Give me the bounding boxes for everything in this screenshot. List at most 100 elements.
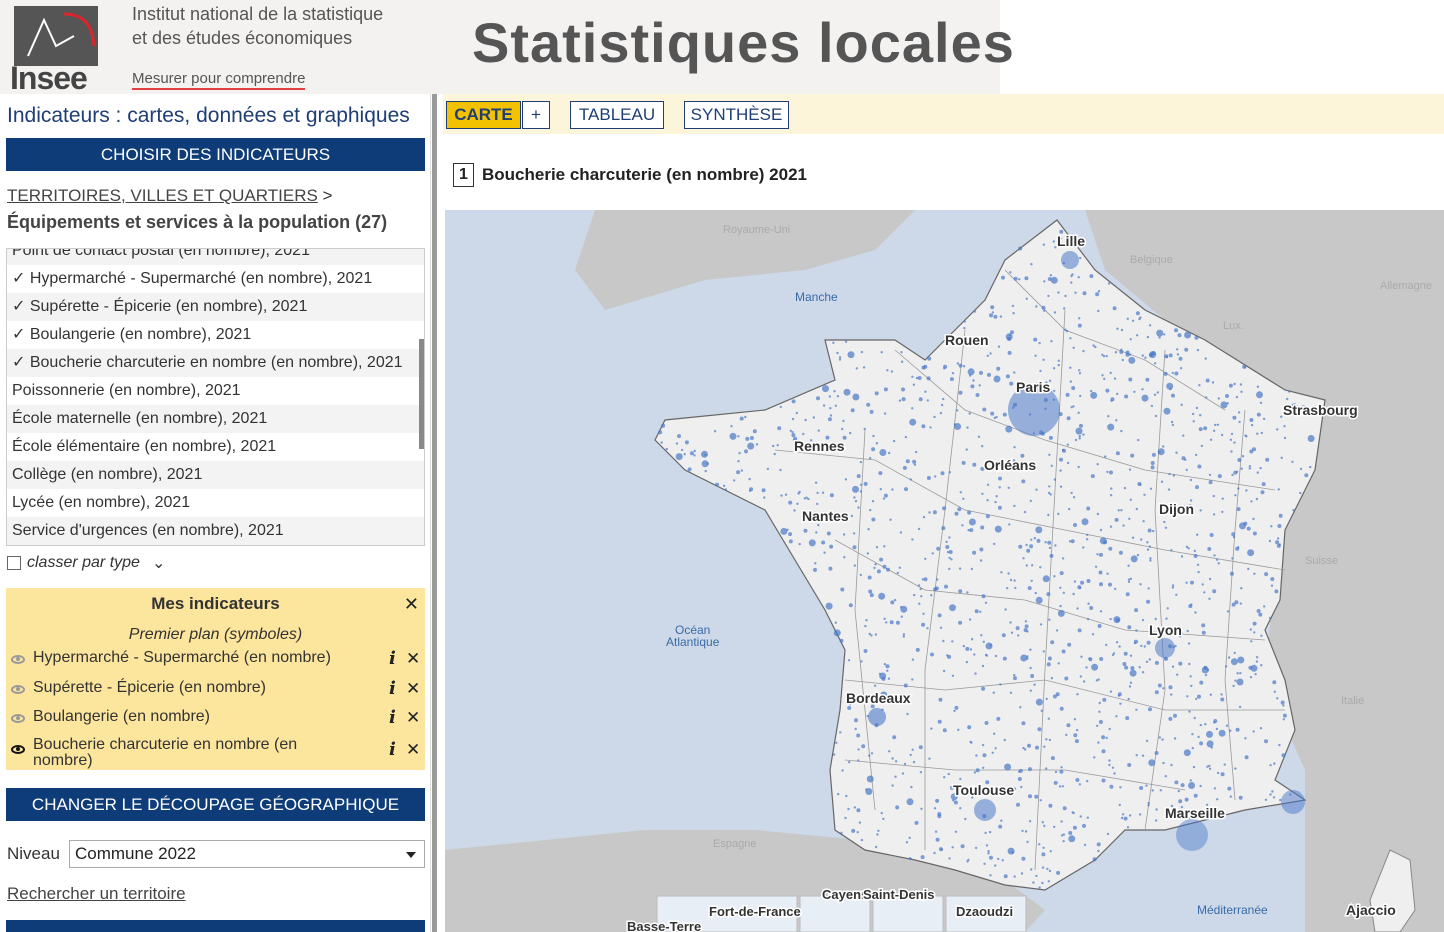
breadcrumb-link[interactable]: TERRITOIRES, VILLES ET QUARTIERS — [7, 186, 318, 205]
sea-label: Atlantique — [666, 635, 720, 649]
europe-land — [1085, 210, 1444, 932]
symbol-layer — [658, 229, 1315, 889]
country-label: Lux. — [1223, 320, 1244, 332]
my-indicators-title: Mes indicateurs — [151, 594, 280, 613]
breadcrumb-current: Équipements et services à la population … — [7, 212, 388, 232]
remove-icon[interactable]: ✕ — [406, 649, 421, 668]
my-indicator-row: Hypermarché - Supermarché (en nombre) i … — [6, 648, 425, 676]
logo-word: Insee — [10, 60, 88, 96]
list-scrollbar[interactable] — [419, 339, 424, 449]
institute-name-line1: Institut national de la statistique — [132, 4, 384, 24]
indicator-item[interactable]: École élémentaire (en nombre), 2021 — [12, 438, 277, 455]
city-label: Marseille — [1165, 805, 1225, 821]
dropdown-arrow-icon — [406, 852, 416, 858]
my-indicator-row: Boucherie charcuterie en nombre (en nomb… — [6, 735, 425, 769]
city-label: Toulouse — [953, 782, 1014, 798]
tab-synthese[interactable]: SYNTHÈSE — [684, 101, 789, 129]
indicator-item[interactable]: Collège (en nombre), 2021 — [7, 461, 424, 489]
country-label: Suisse — [1305, 555, 1338, 567]
country-label: Espagne — [713, 838, 756, 850]
indicator-item[interactable]: Point de contact postal (en nombre), 202… — [7, 249, 424, 265]
info-icon[interactable]: i — [389, 678, 396, 699]
left-panel: Indicateurs : cartes, données et graphiq… — [0, 94, 430, 932]
indicator-item[interactable]: École maternelle (en nombre), 2021 — [7, 405, 424, 433]
site-title: Statistiques locales — [472, 11, 1015, 74]
city-label: Dijon — [1159, 501, 1194, 517]
sea-label: Manche — [795, 290, 838, 304]
my-indicator-row: Boulangerie (en nombre) i ✕ — [6, 707, 425, 735]
panel-splitter[interactable] — [430, 94, 437, 932]
city-label: Strasbourg — [1283, 402, 1358, 418]
classer-label: classer par type — [27, 554, 140, 571]
remove-icon[interactable]: ✕ — [406, 708, 421, 727]
indicator-item[interactable]: ✓ Boulangerie (en nombre), 2021 — [12, 326, 252, 343]
close-icon[interactable]: ✕ — [403, 594, 419, 614]
tab-carte[interactable]: CARTE — [446, 101, 521, 129]
city-label: Ajaccio — [1346, 902, 1396, 918]
remove-icon[interactable]: ✕ — [406, 679, 421, 698]
city-label: Nantes — [802, 508, 849, 524]
uk-land — [575, 210, 915, 310]
dom-insets: Fort-de-France Cayenne Saint-Denis Dzaou… — [626, 886, 1027, 932]
map[interactable]: Royaume-Uni Belgique Allemagne Lux. Suis… — [445, 210, 1444, 932]
splitter-handle[interactable] — [432, 94, 437, 932]
city-label: Bordeaux — [846, 690, 911, 706]
info-icon[interactable]: i — [389, 707, 396, 728]
city-label: Paris — [1016, 379, 1050, 395]
info-icon[interactable]: i — [389, 739, 396, 760]
indicator-item[interactable]: Poissonnerie (en nombre), 2021 — [12, 382, 241, 399]
sea-label: Méditerranée — [1197, 903, 1268, 917]
symbol-bordeaux — [868, 708, 886, 726]
indicator-item[interactable]: ✓ Boucherie charcuterie en nombre (en no… — [7, 349, 424, 377]
header: Insee Institut national de la statistiqu… — [0, 0, 1444, 96]
insee-logo[interactable]: Insee — [10, 4, 102, 96]
symbol-lyon — [1155, 638, 1175, 658]
tab-tableau[interactable]: TABLEAU — [570, 101, 664, 129]
symbol-nice — [1281, 790, 1305, 814]
breadcrumb: TERRITOIRES, VILLES ET QUARTIERS > — [7, 186, 332, 206]
chevron-down-icon[interactable]: ⌄ — [151, 555, 166, 572]
corsica-land — [1369, 849, 1416, 932]
eye-icon[interactable] — [11, 685, 25, 694]
city-label: Orléans — [984, 457, 1036, 473]
view-tabs: CARTE + TABLEAU SYNTHÈSE — [443, 94, 1444, 134]
city-label: Lyon — [1149, 622, 1182, 638]
classer-checkbox[interactable] — [7, 556, 21, 570]
dom-label: Basse-Terre — [627, 919, 701, 932]
city-label: Rouen — [945, 332, 989, 348]
country-label: Royaume-Uni — [723, 224, 790, 236]
remove-icon[interactable]: ✕ — [406, 740, 421, 759]
indicator-list[interactable]: Point de contact postal (en nombre), 202… — [6, 248, 425, 546]
logo-mark — [14, 6, 98, 66]
symbol-marseille — [1176, 819, 1208, 851]
niveau-select[interactable]: Commune 2022 — [69, 840, 425, 868]
sea-label: Océan — [675, 623, 710, 637]
symbol-paris — [1008, 384, 1060, 436]
choose-indicators-button[interactable]: CHOISIR DES INDICATEURS — [6, 138, 425, 171]
search-territory-link[interactable]: Rechercher un territoire — [7, 884, 186, 903]
breadcrumb-separator: > — [322, 186, 333, 205]
dom-label: Dzaoudzi — [956, 904, 1013, 919]
map-canvas[interactable]: Royaume-Uni Belgique Allemagne Lux. Suis… — [445, 210, 1444, 932]
classer-par-type[interactable]: classer par type ⌄ — [7, 553, 165, 573]
map-heading: 1 Boucherie charcuterie (en nombre) 2021 — [453, 163, 807, 187]
my-indicator-label: Hypermarché - Supermarché (en nombre) — [33, 649, 331, 666]
city-label: Lille — [1057, 233, 1085, 249]
more-button[interactable] — [6, 920, 425, 932]
my-indicator-label: Boulangerie (en nombre) — [33, 708, 210, 725]
my-indicator-label: Supérette - Épicerie (en nombre) — [33, 679, 266, 696]
country-label: Allemagne — [1380, 280, 1432, 292]
change-geography-button[interactable]: CHANGER LE DÉCOUPAGE GÉOGRAPHIQUE — [6, 788, 425, 821]
my-indicators-subtitle: Premier plan (symboles) — [128, 626, 303, 643]
indicator-item[interactable]: Lycée (en nombre), 2021 — [12, 494, 191, 511]
eye-icon[interactable] — [11, 745, 25, 754]
eye-icon[interactable] — [11, 714, 25, 723]
eye-icon[interactable] — [11, 655, 25, 664]
symbol-lille — [1061, 251, 1079, 269]
tab-plus[interactable]: + — [522, 101, 550, 129]
indicator-item[interactable]: ✓ Supérette - Épicerie (en nombre), 2021 — [7, 293, 424, 321]
symbol-toulouse — [974, 799, 996, 821]
indicator-item[interactable]: ✓ Hypermarché - Supermarché (en nombre),… — [12, 270, 373, 287]
indicator-item[interactable]: Service d'urgences (en nombre), 2021 — [7, 517, 424, 545]
info-icon[interactable]: i — [389, 648, 396, 669]
